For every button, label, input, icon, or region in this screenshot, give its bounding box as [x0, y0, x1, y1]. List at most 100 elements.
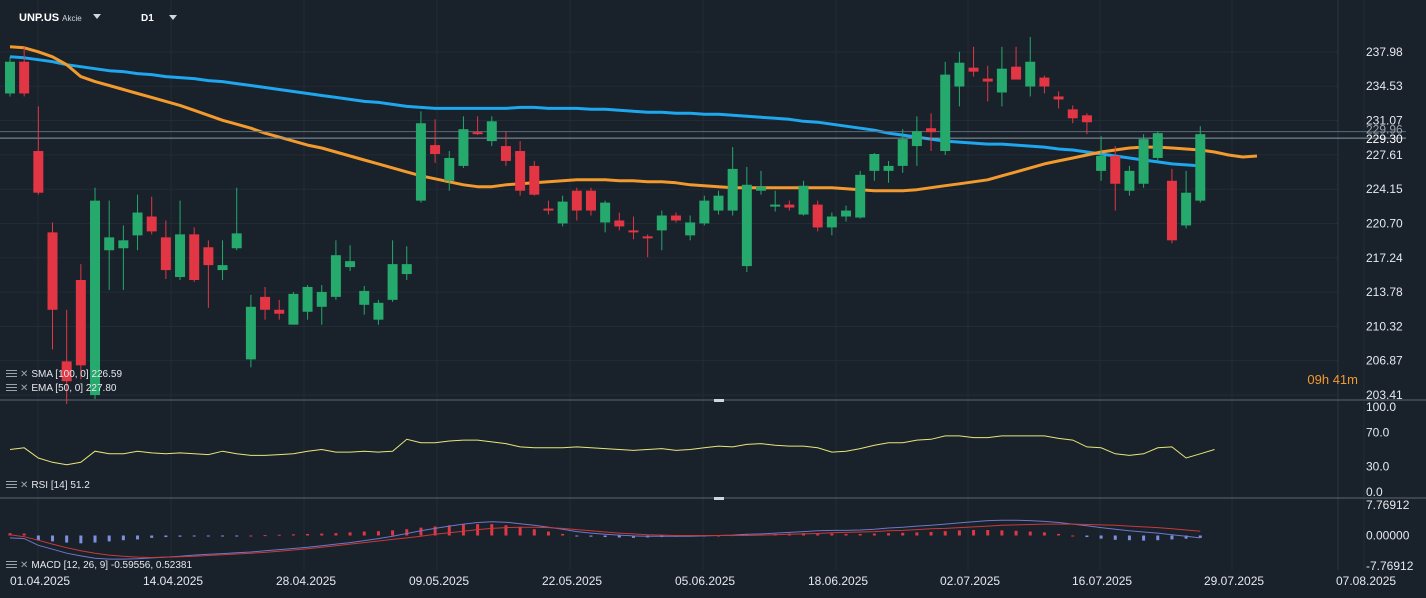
candle[interactable]	[330, 240, 341, 300]
candle[interactable]	[670, 212, 681, 223]
candle[interactable]	[444, 151, 455, 191]
candle[interactable]	[756, 170, 767, 195]
candle[interactable]	[274, 299, 285, 320]
candle[interactable]	[642, 234, 653, 258]
candle[interactable]	[940, 61, 951, 155]
candle[interactable]	[160, 220, 171, 280]
candle[interactable]	[104, 200, 115, 290]
candle[interactable]	[713, 190, 724, 215]
menu-icon[interactable]	[6, 481, 17, 490]
candle[interactable]	[982, 65, 993, 102]
menu-icon[interactable]	[6, 370, 17, 379]
panel-resize-handle[interactable]	[714, 399, 724, 402]
candle[interactable]	[1181, 170, 1192, 229]
candle[interactable]	[727, 147, 738, 216]
candle[interactable]	[302, 284, 313, 320]
candle[interactable]	[387, 240, 398, 302]
candles[interactable]	[5, 36, 1206, 405]
candle[interactable]	[472, 116, 483, 136]
candle[interactable]	[911, 116, 922, 166]
candle[interactable]	[189, 227, 200, 282]
candle[interactable]	[458, 116, 469, 168]
candle[interactable]	[231, 187, 242, 251]
candle[interactable]	[1152, 131, 1163, 161]
candle[interactable]	[486, 116, 497, 147]
candle[interactable]	[1166, 168, 1177, 244]
menu-icon[interactable]	[6, 561, 17, 570]
candle[interactable]	[359, 285, 370, 315]
candle[interactable]	[571, 187, 582, 221]
timeframe-chevron-down-icon[interactable]	[169, 15, 177, 20]
close-icon[interactable]: ✕	[20, 480, 29, 491]
symbol-selector[interactable]: UNP.US Akcie	[19, 12, 82, 24]
candle[interactable]	[175, 200, 186, 281]
candle[interactable]	[656, 210, 667, 251]
close-icon[interactable]: ✕	[20, 369, 29, 380]
candle[interactable]	[996, 46, 1007, 107]
menu-icon[interactable]	[6, 384, 17, 393]
candle[interactable]	[628, 216, 639, 240]
candle[interactable]	[1053, 91, 1064, 109]
close-icon[interactable]: ✕	[20, 560, 29, 571]
candle[interactable]	[1067, 105, 1078, 124]
candle[interactable]	[798, 180, 809, 216]
candle[interactable]	[33, 106, 44, 195]
candle[interactable]	[1110, 146, 1121, 211]
candle[interactable]	[1124, 165, 1135, 196]
candle[interactable]	[784, 200, 795, 211]
candle[interactable]	[260, 286, 271, 320]
candle[interactable]	[1025, 36, 1036, 97]
candle[interactable]	[1039, 75, 1050, 94]
candle[interactable]	[812, 200, 823, 232]
candle[interactable]	[926, 113, 937, 152]
candle[interactable]	[146, 196, 157, 235]
close-icon[interactable]: ✕	[20, 383, 29, 394]
candle[interactable]	[770, 190, 781, 212]
candle[interactable]	[954, 51, 965, 107]
candle[interactable]	[47, 222, 58, 350]
candle[interactable]	[345, 245, 356, 272]
candle[interactable]	[61, 309, 72, 405]
candle[interactable]	[90, 187, 101, 400]
candle[interactable]	[557, 195, 568, 227]
candle[interactable]	[515, 141, 526, 196]
candle[interactable]	[897, 129, 908, 173]
timeframe-selector[interactable]: D1	[141, 13, 154, 24]
candle[interactable]	[614, 212, 625, 231]
candle[interactable]	[245, 294, 256, 368]
candle[interactable]	[529, 160, 540, 196]
candle[interactable]	[1195, 126, 1206, 203]
candle[interactable]	[316, 284, 327, 325]
candle[interactable]	[685, 215, 696, 241]
candle[interactable]	[741, 166, 752, 273]
candle[interactable]	[132, 194, 143, 251]
candle[interactable]	[118, 225, 129, 290]
candle[interactable]	[1138, 134, 1149, 188]
candle[interactable]	[841, 205, 852, 222]
candle[interactable]	[869, 153, 880, 181]
candle[interactable]	[826, 212, 837, 236]
candle[interactable]	[217, 240, 228, 281]
symbol-chevron-down-icon[interactable]	[93, 14, 101, 19]
candle[interactable]	[5, 56, 15, 97]
candle[interactable]	[1011, 46, 1022, 80]
candle[interactable]	[203, 240, 214, 308]
candle[interactable]	[543, 200, 554, 215]
candle[interactable]	[1096, 136, 1107, 181]
candle[interactable]	[855, 170, 866, 219]
candle[interactable]	[1081, 113, 1092, 135]
candle[interactable]	[19, 46, 30, 97]
candle[interactable]	[430, 119, 441, 163]
candle[interactable]	[600, 200, 611, 233]
candle[interactable]	[401, 246, 412, 281]
candle[interactable]	[585, 187, 596, 216]
candle[interactable]	[500, 131, 511, 166]
candle[interactable]	[699, 195, 710, 226]
panel-resize-handle[interactable]	[714, 497, 724, 500]
candle[interactable]	[288, 291, 299, 325]
candle[interactable]	[415, 111, 426, 203]
candle[interactable]	[968, 46, 979, 77]
candle[interactable]	[75, 264, 86, 380]
